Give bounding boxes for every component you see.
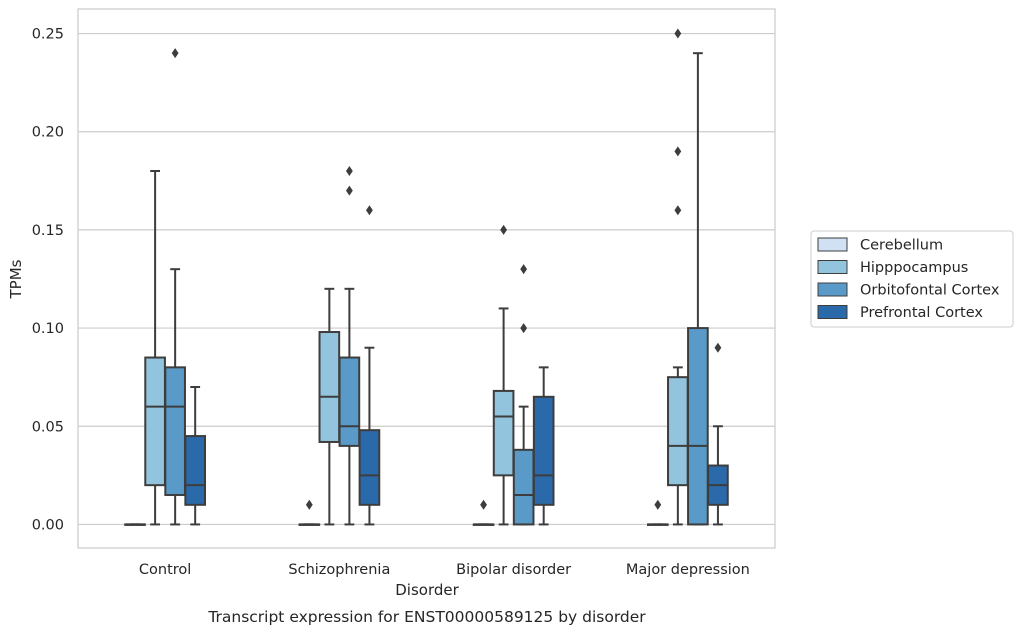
- box-iqr: [532, 395, 555, 506]
- legend-label: Orbitofontal Cortex: [860, 283, 1000, 299]
- outlier-point: [674, 146, 682, 157]
- outlier-point: [480, 499, 487, 510]
- outlier-point: [500, 224, 508, 235]
- legend-items: Cerebellum Hipppocampus Orbitofontal Corte…: [817, 237, 1000, 321]
- legend-label: Cerebellum: [860, 238, 943, 254]
- box-iqr: [358, 429, 381, 506]
- outlier-point: [674, 28, 682, 39]
- box-iqr: [164, 366, 186, 496]
- box-0-2: [472, 499, 495, 526]
- x-tick-label: Bipolar disorder: [456, 562, 571, 578]
- box-0-3: [646, 499, 669, 526]
- box-1-2: [492, 224, 515, 526]
- y-tick-label: 0.00: [32, 517, 64, 533]
- outlier-point: [366, 205, 373, 216]
- outlier-point: [714, 342, 722, 353]
- y-tick-label: 0.25: [32, 27, 64, 43]
- outlier-point: [520, 264, 528, 275]
- x-axis-label: Disorder: [395, 581, 459, 599]
- box-3-2: [532, 366, 555, 526]
- box-2-0: [164, 48, 186, 526]
- outlier-point: [345, 185, 353, 196]
- box-iqr: [492, 389, 515, 477]
- legend-label: Hipppocampus: [860, 260, 968, 276]
- chart-caption: Transcript expression for ENST0000058912…: [207, 608, 646, 626]
- outlier-point: [674, 205, 682, 216]
- box-iqr: [338, 356, 361, 447]
- outlier-point: [520, 323, 528, 334]
- x-tick-label: Schizophrenia: [288, 562, 390, 578]
- x-tick-label: Major depression: [626, 562, 750, 578]
- legend-swatch: [817, 260, 848, 274]
- box-0-1: [298, 499, 321, 526]
- legend-swatch: [817, 237, 848, 252]
- box-series: [124, 28, 729, 526]
- x-tick-label: Control: [139, 562, 191, 578]
- box-2-3: [687, 52, 709, 526]
- y-tick-label: 0.15: [32, 223, 64, 239]
- legend-swatch: [817, 305, 848, 319]
- y-tick-label: 0.20: [32, 125, 64, 141]
- box-3-0: [184, 385, 207, 526]
- legend-label: Prefrontal Cortex: [860, 305, 983, 321]
- box-2-2: [512, 264, 535, 526]
- box-iqr: [667, 376, 689, 487]
- box-iqr: [184, 435, 207, 506]
- y-tick-label: 0.10: [32, 321, 64, 337]
- y-tick-label: 0.05: [32, 419, 64, 435]
- box-iqr: [512, 448, 535, 526]
- outlier-point: [345, 165, 353, 176]
- box-2-1: [338, 165, 361, 526]
- box-1-3: [667, 28, 689, 526]
- box-3-1: [358, 205, 381, 526]
- outlier-point: [654, 499, 662, 510]
- box-iqr: [318, 331, 341, 443]
- legend: Cerebellum Hipppocampus Orbitofontal Corte…: [810, 230, 1014, 328]
- plot-frame: [77, 8, 776, 549]
- outlier-point: [305, 499, 313, 510]
- box-0-0: [124, 523, 146, 526]
- legend-swatch: [817, 282, 848, 297]
- outlier-point: [171, 48, 179, 59]
- y-tick-labels: 0.00 0.05 0.10 0.15 0.20 0.25: [32, 27, 64, 534]
- legend-frame: [810, 230, 1014, 328]
- box-iqr: [687, 327, 709, 526]
- y-axis-label: TPMs: [7, 259, 25, 299]
- x-tick-labels: Control Schizophrenia Bipolar disorder Majo…: [139, 562, 750, 578]
- box-iqr: [144, 356, 166, 487]
- box-3-3: [707, 342, 729, 526]
